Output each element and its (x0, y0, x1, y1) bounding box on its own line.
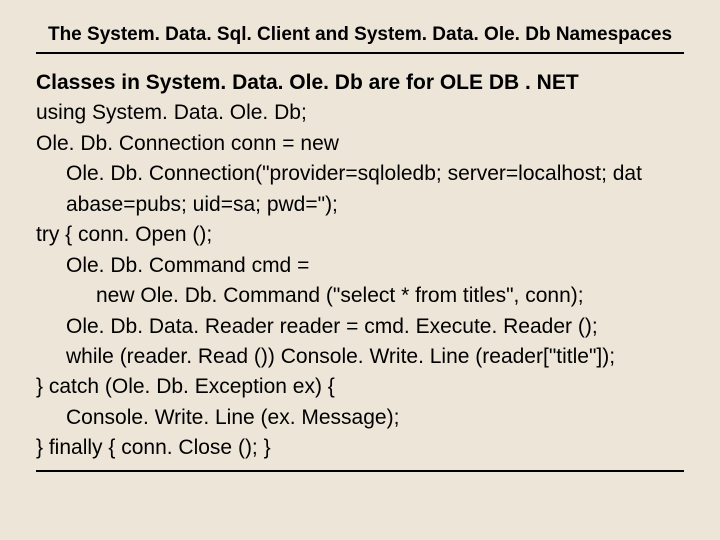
body-line: Ole. Db. Connection conn = new (36, 129, 684, 159)
body-line: Console. Write. Line (ex. Message); (36, 403, 684, 433)
body-line: } catch (Ole. Db. Exception ex) { (36, 372, 684, 402)
body-line: Classes in System. Data. Ole. Db are for… (36, 68, 684, 98)
body-line: while (reader. Read ()) Console. Write. … (36, 342, 684, 372)
slide: The System. Data. Sql. Client and System… (0, 0, 720, 540)
divider-bottom (36, 470, 684, 472)
body-line: Ole. Db. Command cmd = (36, 251, 684, 281)
body-line: new Ole. Db. Command ("select * from tit… (36, 281, 684, 311)
body-line: Ole. Db. Data. Reader reader = cmd. Exec… (36, 312, 684, 342)
divider-top (36, 52, 684, 54)
slide-body: Classes in System. Data. Ole. Db are for… (36, 68, 684, 464)
body-line: Ole. Db. Connection("provider=sqloledb; … (36, 159, 684, 189)
body-line: using System. Data. Ole. Db; (36, 98, 684, 128)
body-line: try { conn. Open (); (36, 220, 684, 250)
body-line: abase=pubs; uid=sa; pwd="); (36, 190, 684, 220)
slide-title: The System. Data. Sql. Client and System… (36, 24, 684, 46)
body-line: } finally { conn. Close (); } (36, 433, 684, 463)
